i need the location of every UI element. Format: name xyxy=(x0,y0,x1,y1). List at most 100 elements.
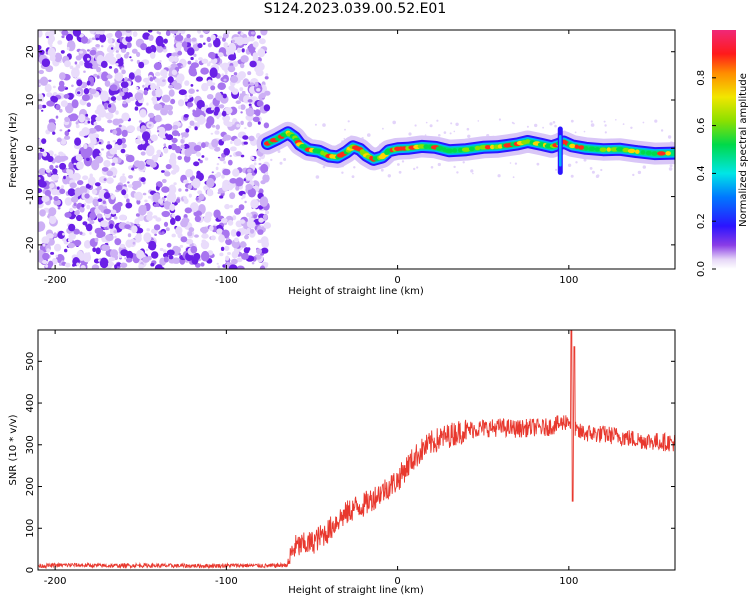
noise-speck xyxy=(642,121,645,124)
noise-speck xyxy=(149,76,154,82)
colorbar-tick-label: 0.8 xyxy=(696,70,707,86)
noise-speck xyxy=(105,234,114,242)
noise-speck xyxy=(57,40,63,45)
noise-speck xyxy=(119,214,127,221)
noise-speck xyxy=(217,35,222,39)
noise-speck xyxy=(99,33,107,43)
noise-speck xyxy=(238,204,245,211)
noise-speck xyxy=(49,183,55,189)
ridge-hotspot xyxy=(594,147,601,152)
noise-speck xyxy=(73,239,82,247)
noise-speck xyxy=(248,213,252,218)
noise-speck xyxy=(46,100,55,107)
noise-speck xyxy=(382,127,384,130)
noise-speck xyxy=(186,102,194,108)
noise-speck xyxy=(466,127,470,131)
noise-speck xyxy=(554,124,557,128)
noise-speck xyxy=(186,34,191,39)
noise-speck xyxy=(83,70,86,73)
colorbar-tick-label: 0.0 xyxy=(696,261,707,277)
noise-speck xyxy=(82,221,88,226)
noise-speck xyxy=(413,167,416,171)
noise-speck xyxy=(211,82,216,86)
noise-speck xyxy=(243,141,248,145)
noise-speck xyxy=(110,96,117,102)
noise-speck xyxy=(198,193,205,201)
noise-speck xyxy=(165,227,170,232)
noise-speck xyxy=(168,84,174,89)
noise-speck xyxy=(38,188,43,194)
noise-speck xyxy=(242,135,249,140)
noise-speck xyxy=(54,243,62,252)
noise-speck xyxy=(125,257,133,263)
noise-speck xyxy=(57,85,66,92)
noise-speck xyxy=(122,86,128,93)
noise-speck xyxy=(82,252,92,263)
noise-speck xyxy=(552,121,556,124)
noise-speck xyxy=(173,164,180,173)
noise-speck xyxy=(230,229,237,237)
noise-speck xyxy=(148,140,151,144)
noise-speck xyxy=(180,144,185,149)
noise-speck xyxy=(140,125,147,132)
noise-speck xyxy=(51,188,58,196)
noise-speck xyxy=(45,169,51,173)
noise-speck xyxy=(63,248,68,253)
noise-speck xyxy=(247,121,253,128)
noise-speck xyxy=(58,151,64,156)
noise-speck xyxy=(190,84,194,87)
noise-speck xyxy=(187,60,192,65)
noise-speck xyxy=(72,172,81,181)
noise-speck xyxy=(265,73,269,77)
noise-speck xyxy=(142,181,146,185)
noise-speck xyxy=(534,123,538,128)
noise-speck xyxy=(161,210,171,218)
noise-speck xyxy=(69,182,77,189)
noise-speck xyxy=(152,215,158,219)
noise-speck xyxy=(119,77,122,80)
noise-speck xyxy=(175,198,181,203)
noise-speck xyxy=(52,85,56,89)
snr-x-tick-label: -200 xyxy=(44,576,67,587)
noise-speck xyxy=(126,42,132,49)
noise-speck xyxy=(138,61,145,69)
noise-speck xyxy=(115,53,122,59)
noise-speck xyxy=(149,51,156,59)
noise-speck xyxy=(156,31,160,34)
noise-speck xyxy=(141,131,151,141)
noise-speck xyxy=(69,207,74,213)
noise-speck xyxy=(74,137,82,146)
noise-speck xyxy=(92,133,100,138)
ridge-hotspot xyxy=(461,147,471,152)
noise-speck xyxy=(353,166,356,169)
noise-speck xyxy=(121,129,128,137)
spectrogram-y-label: Frequency (Hz) xyxy=(8,112,19,188)
spectrogram-y-axis: -20 -10 0 10 20 xyxy=(25,45,675,253)
noise-speck xyxy=(153,224,161,231)
noise-speck xyxy=(163,147,169,154)
noise-speck xyxy=(221,217,228,224)
noise-speck xyxy=(142,84,145,88)
noise-speck xyxy=(83,53,92,63)
noise-speck xyxy=(240,241,247,248)
ridge-hotspot xyxy=(474,145,481,151)
noise-speck xyxy=(209,225,214,231)
noise-speck xyxy=(114,238,122,246)
noise-speck xyxy=(249,93,253,97)
noise-speck xyxy=(128,72,135,80)
noise-speck xyxy=(177,155,182,160)
noise-speck xyxy=(171,130,180,137)
noise-speck xyxy=(145,145,155,157)
noise-speck xyxy=(61,35,65,39)
noise-speck xyxy=(229,192,236,200)
noise-speck xyxy=(44,83,52,93)
noise-speck xyxy=(253,214,257,219)
noise-speck xyxy=(257,48,266,58)
noise-speck xyxy=(125,30,132,33)
noise-speck xyxy=(103,178,107,182)
noise-speck xyxy=(240,154,245,158)
noise-speck xyxy=(227,65,236,73)
noise-speck xyxy=(254,109,261,117)
noise-speck xyxy=(187,184,193,190)
noise-speck xyxy=(322,165,326,169)
